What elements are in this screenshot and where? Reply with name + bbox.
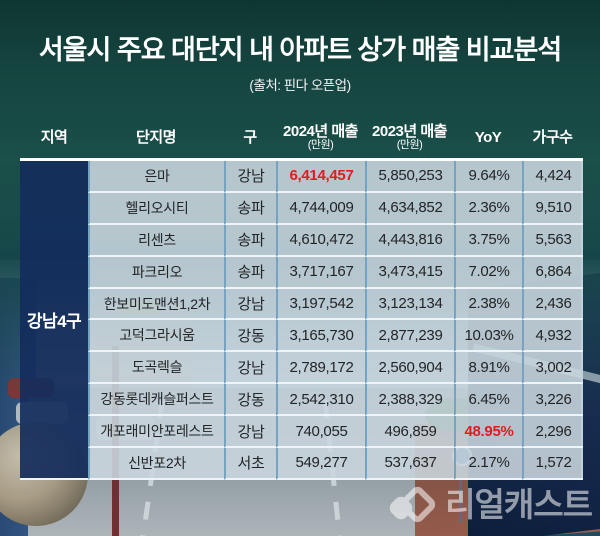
cell-sales2024: 549,277: [276, 448, 365, 480]
cell-gu: 서초: [224, 448, 276, 480]
cell-gu: 강남: [224, 161, 276, 193]
cell-households: 5,563: [522, 224, 583, 257]
table-header-row: 지역 단지명 구 2024년 매출 (만원) 2023년 매출 (만원) YoY 가…: [20, 118, 583, 158]
publisher-watermark: 리얼캐스트: [387, 478, 593, 526]
cell-gu: 송파: [224, 224, 276, 257]
cell-sales2024: 2,789,172: [276, 352, 365, 385]
cell-yoy: 8.91%: [454, 352, 522, 385]
cell-sales2023: 537,637: [365, 448, 454, 480]
cell-yoy: 3.75%: [454, 224, 522, 257]
cell-households: 2,436: [522, 288, 583, 321]
cell-sales2023: 496,859: [365, 416, 454, 449]
page-title: 서울시 주요 대단지 내 아파트 상가 매출 비교분석: [38, 35, 562, 65]
sales-comparison-table: 지역 단지명 구 2024년 매출 (만원) 2023년 매출 (만원) YoY 가…: [20, 118, 583, 480]
cell-households: 9,510: [522, 192, 583, 225]
overlapping-cubes-logo-icon: [387, 482, 439, 526]
header-households: 가구수: [532, 129, 573, 147]
cell-gu: 송파: [224, 192, 276, 225]
source-caption: (출처: 핀다 오픈업): [249, 78, 351, 93]
cell-gu: 강남: [224, 416, 276, 449]
cell-households: 3,002: [522, 352, 583, 385]
cell-yoy: 10.03%: [454, 320, 522, 353]
cell-households: 4,424: [522, 161, 583, 193]
cell-yoy: 7.02%: [454, 256, 522, 289]
watermark-text: 리얼캐스트: [445, 486, 593, 523]
cell-yoy: 2.17%: [454, 448, 522, 480]
cell-name: 리센츠: [88, 224, 224, 257]
cell-gu: 강동: [224, 320, 276, 353]
cell-sales2023: 3,473,415: [365, 256, 454, 289]
cell-sales2024: 4,610,472: [276, 224, 365, 257]
header-divider-line: [20, 158, 583, 161]
cell-gu: 송파: [224, 256, 276, 289]
cell-sales2024: 2,542,310: [276, 384, 365, 417]
cell-name: 강동롯데캐슬퍼스트: [88, 384, 224, 417]
cell-name: 도곡렉슬: [88, 352, 224, 385]
cell-sales2024: 4,744,009: [276, 192, 365, 225]
cell-yoy: 6.45%: [454, 384, 522, 417]
cell-yoy: 9.64%: [454, 161, 522, 193]
cell-households: 2,296: [522, 416, 583, 449]
cell-gu: 강남: [224, 352, 276, 385]
cell-households: 1,572: [522, 448, 583, 480]
cell-sales2023: 2,877,239: [365, 320, 454, 353]
cell-sales2024: 3,197,542: [276, 288, 365, 321]
header-sales-2024: 2024년 매출 (만원): [283, 123, 358, 152]
header-sales-2023: 2023년 매출 (만원): [372, 123, 447, 152]
cell-name: 신반포2차: [88, 448, 224, 480]
cell-gu: 강동: [224, 384, 276, 417]
cell-name: 헬리오시티: [88, 192, 224, 225]
cell-gu: 강남: [224, 288, 276, 321]
cell-households: 3,226: [522, 384, 583, 417]
region-group-cell: 강남4구: [20, 161, 88, 480]
cell-yoy: 2.38%: [454, 288, 522, 321]
cell-households: 6,864: [522, 256, 583, 289]
header-complex-name: 단지명: [136, 129, 176, 147]
cell-sales2024: 3,165,730: [276, 320, 365, 353]
cell-sales2023: 2,560,904: [365, 352, 454, 385]
cell-name: 고덕그라시움: [88, 320, 224, 353]
cell-yoy: 2.36%: [454, 192, 522, 225]
cell-sales2024: 3,717,167: [276, 256, 365, 289]
cell-name: 개포래미안포레스트: [88, 416, 224, 449]
cell-sales2023: 3,123,134: [365, 288, 454, 321]
cell-name: 은마: [88, 161, 224, 193]
cell-name: 파크리오: [88, 256, 224, 289]
cell-yoy: 48.95%: [454, 416, 522, 449]
cell-households: 4,932: [522, 320, 583, 353]
header-yoy: YoY: [474, 129, 502, 147]
cell-sales2024: 6,414,457: [276, 161, 365, 193]
cell-sales2023: 4,443,816: [365, 224, 454, 257]
cell-sales2024: 740,055: [276, 416, 365, 449]
cell-sales2023: 5,850,253: [365, 161, 454, 193]
cell-sales2023: 4,634,852: [365, 192, 454, 225]
cell-sales2023: 2,388,329: [365, 384, 454, 417]
header-district: 구: [243, 129, 257, 147]
header-region: 지역: [40, 129, 68, 147]
table-body: 강남4구 은마 강남 6,414,457 5,850,253 9.64% 4,424 헬리오시…: [20, 161, 583, 480]
cell-name: 한보미도맨션1,2차: [88, 288, 224, 321]
